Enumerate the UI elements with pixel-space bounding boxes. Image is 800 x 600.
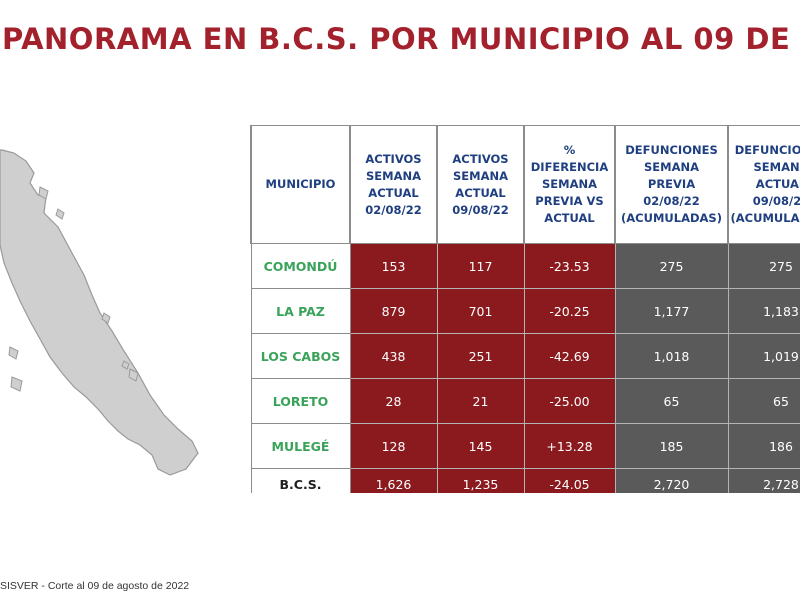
defunciones-previa-cell: 1,177 <box>614 288 729 334</box>
municipio-table: MUNICIPIO ACTIVOS SEMANA ACTUAL 02/08/22… <box>250 125 800 493</box>
table-row: LOS CABOS 438 251 -42.69 1,018 1,019 <box>250 333 800 379</box>
total-diferencia-cell: -24.05 <box>523 468 616 493</box>
defunciones-actual-cell: 1,019 <box>727 333 800 379</box>
diferencia-cell: -42.69 <box>523 333 616 379</box>
diferencia-cell: -25.00 <box>523 378 616 424</box>
baja-california-sur-map-icon <box>0 149 199 476</box>
defunciones-previa-cell: 1,018 <box>614 333 729 379</box>
total-activos-0208-cell: 1,626 <box>349 468 438 493</box>
activos-0208-cell: 153 <box>349 243 438 289</box>
table-row: LA PAZ 879 701 -20.25 1,177 1,183 <box>250 288 800 334</box>
activos-0208-cell: 128 <box>349 423 438 469</box>
activos-0208-cell: 879 <box>349 288 438 334</box>
municipio-cell: LOS CABOS <box>250 333 351 379</box>
total-label-cell: B.C.S. <box>250 468 351 493</box>
municipio-table-container: MUNICIPIO ACTIVOS SEMANA ACTUAL 02/08/22… <box>250 125 800 493</box>
activos-0208-cell: 28 <box>349 378 438 424</box>
diferencia-cell: +13.28 <box>523 423 616 469</box>
table-total-row: B.C.S. 1,626 1,235 -24.05 2,720 2,728 <box>250 468 800 493</box>
total-defunciones-actual-cell: 2,728 <box>727 468 800 493</box>
defunciones-previa-cell: 65 <box>614 378 729 424</box>
activos-0908-cell: 117 <box>436 243 525 289</box>
activos-0208-cell: 438 <box>349 333 438 379</box>
municipio-cell: MULEGÉ <box>250 423 351 469</box>
activos-0908-cell: 21 <box>436 378 525 424</box>
table-row: COMONDÚ 153 117 -23.53 275 275 <box>250 243 800 289</box>
municipio-cell: LA PAZ <box>250 288 351 334</box>
defunciones-previa-cell: 275 <box>614 243 729 289</box>
municipio-cell: LORETO <box>250 378 351 424</box>
defunciones-actual-cell: 186 <box>727 423 800 469</box>
header-defunciones-actual: DEFUNCIONES SEMANA ACTUAL 09/08/22 (ACUM… <box>727 125 800 244</box>
activos-0908-cell: 145 <box>436 423 525 469</box>
header-defunciones-previa: DEFUNCIONES SEMANA PREVIA 02/08/22 (ACUM… <box>614 125 729 244</box>
header-diferencia: % DIFERENCIA SEMANA PREVIA VS ACTUAL <box>523 125 616 244</box>
page-title: PANORAMA EN B.C.S. POR MUNICIPIO AL 09 D… <box>2 22 800 56</box>
source-note: SISVER - Corte al 09 de agosto de 2022 <box>0 580 190 592</box>
header-municipio: MUNICIPIO <box>250 125 351 244</box>
activos-0908-cell: 701 <box>436 288 525 334</box>
header-activos-0208: ACTIVOS SEMANA ACTUAL 02/08/22 <box>349 125 438 244</box>
defunciones-actual-cell: 65 <box>727 378 800 424</box>
defunciones-actual-cell: 275 <box>727 243 800 289</box>
table-header-row: MUNICIPIO ACTIVOS SEMANA ACTUAL 02/08/22… <box>250 125 800 244</box>
defunciones-previa-cell: 185 <box>614 423 729 469</box>
total-defunciones-previa-cell: 2,720 <box>614 468 729 493</box>
activos-0908-cell: 251 <box>436 333 525 379</box>
header-activos-0908: ACTIVOS SEMANA ACTUAL 09/08/22 <box>436 125 525 244</box>
table-row: LORETO 28 21 -25.00 65 65 <box>250 378 800 424</box>
municipio-cell: COMONDÚ <box>250 243 351 289</box>
table-row: MULEGÉ 128 145 +13.28 185 186 <box>250 423 800 469</box>
diferencia-cell: -20.25 <box>523 288 616 334</box>
total-activos-0908-cell: 1,235 <box>436 468 525 493</box>
diferencia-cell: -23.53 <box>523 243 616 289</box>
defunciones-actual-cell: 1,183 <box>727 288 800 334</box>
